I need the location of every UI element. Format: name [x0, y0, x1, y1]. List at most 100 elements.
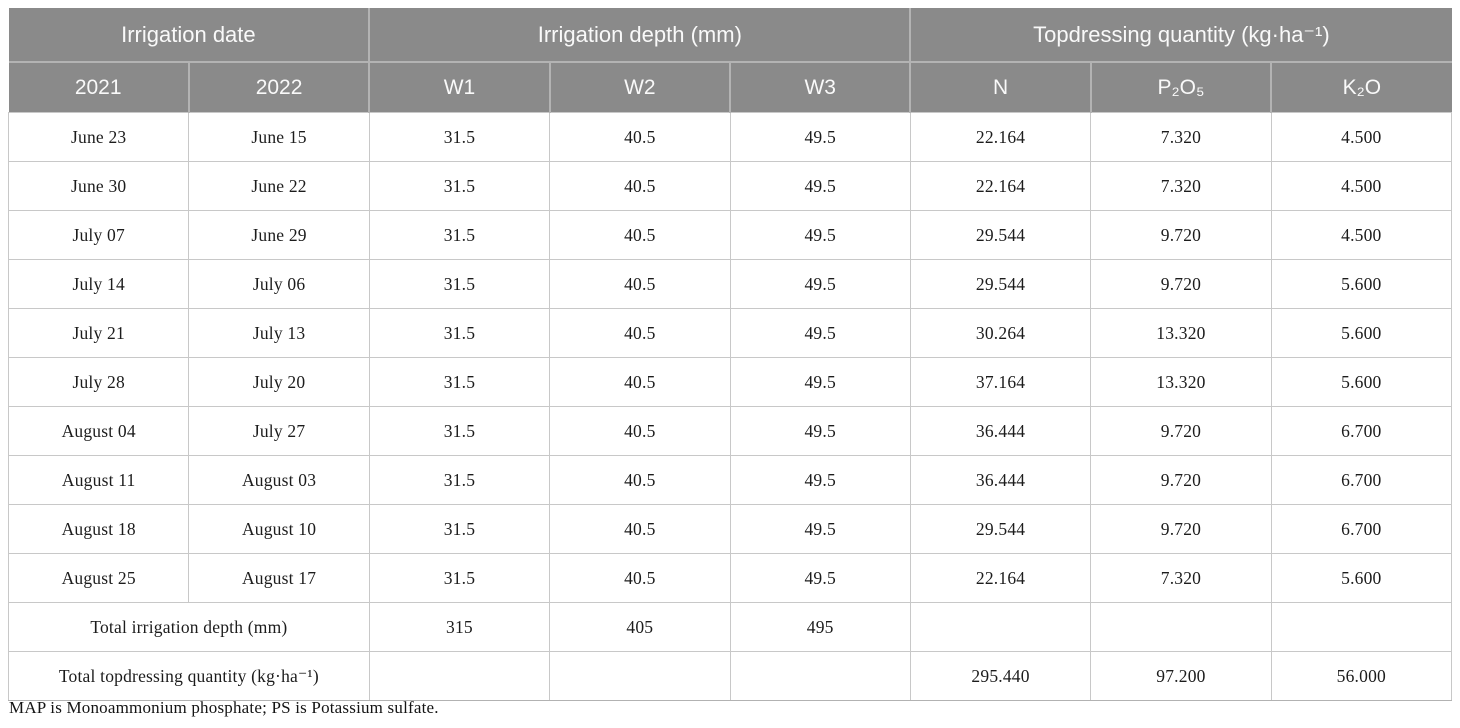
table-cell: [1270, 602, 1453, 652]
table-cell: 40.5: [549, 504, 731, 554]
table-cell: 6.700: [1270, 504, 1453, 554]
table-cell: 13.320: [1090, 308, 1272, 358]
table-cell: August 10: [188, 504, 370, 554]
table-row: August 25 August 17 31.5 40.5 49.5 22.164 7.32…: [7, 553, 1453, 603]
table-cell: 40.5: [549, 112, 731, 162]
table-cell: 6.700: [1270, 406, 1453, 456]
header-column-row: 2021 2022 W1 W2 W3 N P₂O₅ K₂O: [8, 62, 1452, 113]
table-cell: 30.264: [909, 308, 1092, 358]
table-cell: 29.544: [909, 210, 1092, 260]
table-cell: August 25: [7, 553, 190, 603]
irrigation-fertilization-table: Irrigation date Irrigation depth (mm) Topd…: [7, 8, 1453, 701]
table-cell: 5.600: [1270, 553, 1453, 603]
table-cell: 495: [729, 602, 911, 652]
table-row: July 28 July 20 31.5 40.5 49.5 37.164 13.320 5.…: [7, 357, 1453, 407]
table-cell: August 17: [188, 553, 370, 603]
table-cell: 13.320: [1090, 357, 1272, 407]
table-row: August 18 August 10 31.5 40.5 49.5 29.544 9.72…: [7, 504, 1453, 554]
table-cell: 31.5: [368, 504, 551, 554]
table-cell: 9.720: [1090, 406, 1272, 456]
table-cell: 49.5: [729, 161, 911, 211]
table-cell: 31.5: [368, 553, 551, 603]
table-cell: 31.5: [368, 455, 551, 505]
table-footnote: MAP is Monoammonium phosphate; PS is Pot…: [9, 698, 439, 717]
table-cell: 31.5: [368, 259, 551, 309]
column-header: N: [909, 62, 1091, 113]
table-cell: 31.5: [368, 357, 551, 407]
table-cell: 9.720: [1090, 455, 1272, 505]
table-row: June 30 June 22 31.5 40.5 49.5 22.164 7.320 4.5…: [7, 161, 1453, 211]
table-cell: 40.5: [549, 161, 731, 211]
column-header: K₂O: [1270, 62, 1452, 113]
table-cell: 40.5: [549, 259, 731, 309]
table-cell: 56.000: [1270, 651, 1453, 701]
table-cell: [549, 651, 731, 701]
table-cell: 4.500: [1270, 161, 1453, 211]
table-cell: July 13: [188, 308, 370, 358]
table-cell: July 28: [7, 357, 190, 407]
table-cell: June 29: [188, 210, 370, 260]
column-group-header: Irrigation date: [8, 8, 370, 63]
table-cell: 31.5: [368, 308, 551, 358]
table-cell: 49.5: [729, 308, 911, 358]
table-cell: 7.320: [1090, 553, 1272, 603]
table-cell: 29.544: [909, 259, 1092, 309]
table-cell: [1090, 602, 1272, 652]
table-cell: 5.600: [1270, 308, 1453, 358]
table-cell: 22.164: [909, 553, 1092, 603]
table-cell: 31.5: [368, 406, 551, 456]
table-cell: 36.444: [909, 406, 1092, 456]
table-cell: 40.5: [549, 553, 731, 603]
table-row: July 14 July 06 31.5 40.5 49.5 29.544 9.720 5.6…: [7, 259, 1453, 309]
table-cell: 405: [549, 602, 731, 652]
total-row: Total irrigation depth (mm) 315 405 495: [8, 602, 1453, 652]
column-group-header: Irrigation depth (mm): [368, 8, 911, 63]
column-group-header: Topdressing quantity (kg·ha⁻¹): [909, 8, 1452, 63]
irrigation-table-container: Irrigation date Irrigation depth (mm) Topd…: [7, 8, 1453, 701]
table-row: August 04 July 27 31.5 40.5 49.5 36.444 9.720 6…: [7, 406, 1453, 456]
table-cell: 7.320: [1090, 112, 1272, 162]
table-cell: 31.5: [368, 210, 551, 260]
table-cell: 22.164: [909, 161, 1092, 211]
table-cell: 49.5: [729, 504, 911, 554]
table-cell: 4.500: [1270, 112, 1453, 162]
table-cell: August 11: [7, 455, 190, 505]
header-group-row: Irrigation date Irrigation depth (mm) Topd…: [8, 8, 1452, 63]
table-cell: July 21: [7, 308, 190, 358]
table-body: June 23 June 15 31.5 40.5 49.5 22.164 7.320 4.5…: [7, 112, 1453, 701]
table-header: Irrigation date Irrigation depth (mm) Topd…: [8, 8, 1452, 113]
column-header: W2: [548, 62, 730, 113]
table-cell: 40.5: [549, 357, 731, 407]
table-cell: August 04: [7, 406, 190, 456]
table-cell: 6.700: [1270, 455, 1453, 505]
table-cell: 97.200: [1090, 651, 1272, 701]
total-row: Total topdressing quantity (kg·ha⁻¹) 295.…: [8, 651, 1453, 701]
table-cell: July 20: [188, 357, 370, 407]
table-cell: 49.5: [729, 553, 911, 603]
table-row: August 11 August 03 31.5 40.5 49.5 36.444 9.72…: [7, 455, 1453, 505]
column-header: W1: [368, 62, 550, 113]
table-cell: 49.5: [729, 112, 911, 162]
total-row-label: Total irrigation depth (mm): [8, 602, 370, 652]
table-cell: July 06: [188, 259, 370, 309]
table-cell: July 27: [188, 406, 370, 456]
table-cell: 5.600: [1270, 357, 1453, 407]
column-header: P₂O₅: [1089, 62, 1272, 113]
table-cell: 295.440: [909, 651, 1092, 701]
table-cell: 22.164: [909, 112, 1092, 162]
table-row: July 21 July 13 31.5 40.5 49.5 30.264 13.320 5.…: [7, 308, 1453, 358]
table-cell: 40.5: [549, 455, 731, 505]
column-header: 2021: [8, 62, 189, 113]
table-cell: 49.5: [729, 210, 911, 260]
table-cell: July 14: [7, 259, 190, 309]
table-cell: June 15: [188, 112, 370, 162]
table-cell: 5.600: [1270, 259, 1453, 309]
table-cell: 49.5: [729, 357, 911, 407]
table-cell: 40.5: [549, 406, 731, 456]
table-cell: June 23: [7, 112, 190, 162]
table-cell: 49.5: [729, 259, 911, 309]
table-cell: 4.500: [1270, 210, 1453, 260]
table-cell: June 22: [188, 161, 370, 211]
table-cell: 49.5: [729, 455, 911, 505]
